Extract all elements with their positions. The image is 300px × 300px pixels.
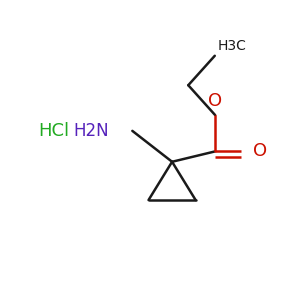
Text: O: O xyxy=(253,142,267,160)
Text: O: O xyxy=(208,92,222,110)
Text: H2N: H2N xyxy=(73,122,109,140)
Text: H3C: H3C xyxy=(218,39,247,53)
Text: HCl: HCl xyxy=(38,122,69,140)
